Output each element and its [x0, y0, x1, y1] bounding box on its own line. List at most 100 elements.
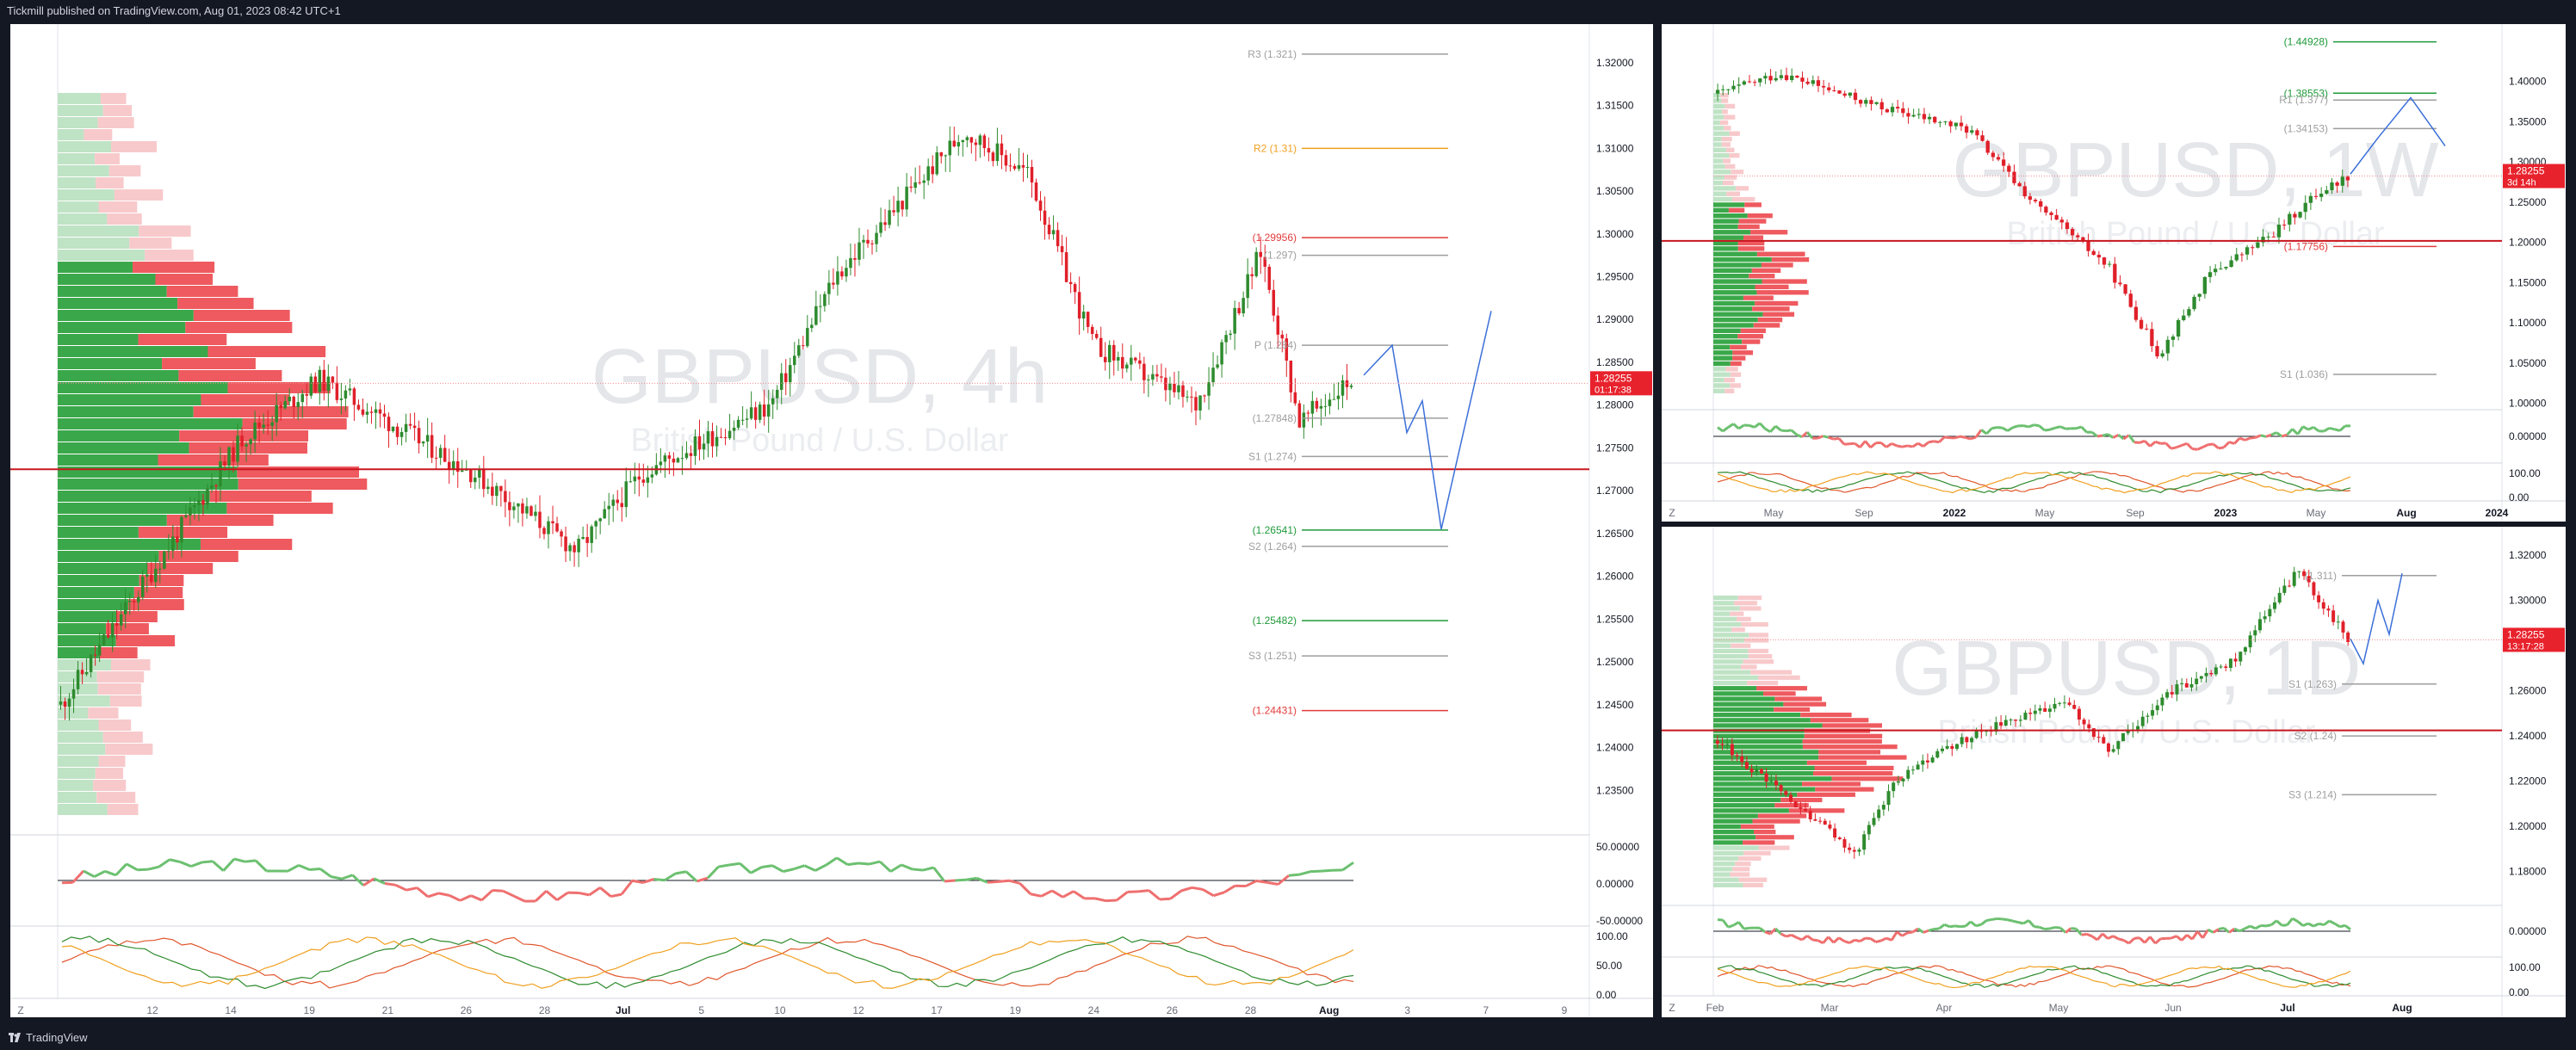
oscillator-line-segment: [2144, 936, 2152, 944]
oscillator-line-segment: [1902, 444, 1908, 448]
volume-profile-down-bar: [115, 635, 176, 646]
oscillator-line-segment: [2181, 442, 2188, 447]
volume-profile-down-bar: [1755, 284, 1789, 290]
oscillator-line-segment: [1780, 932, 1787, 938]
volume-profile-up-bar: [58, 647, 99, 658]
volume-profile-up-bar: [1713, 830, 1754, 835]
candle-body: [1173, 383, 1176, 392]
oscillator-line-segment: [2065, 927, 2072, 934]
candle-body: [63, 701, 67, 707]
candle-body: [2184, 682, 2189, 688]
oscillator-line-segment: [1965, 435, 1972, 441]
oscillator-line-segment: [2307, 425, 2314, 431]
candle-body: [1216, 364, 1219, 368]
candle-body: [2023, 713, 2028, 720]
volume-profile-down-bar: [138, 334, 227, 345]
price-tick-label: 1.32000: [2509, 549, 2547, 561]
volume-profile-down-bar: [1804, 733, 1883, 738]
candle-body: [1051, 230, 1056, 235]
candle-body: [158, 568, 162, 570]
volume-profile-up-bar: [1713, 147, 1726, 152]
candle-body: [1328, 399, 1332, 406]
time-tick-label: May: [2049, 1002, 2069, 1014]
candle-body: [2096, 255, 2102, 258]
oscillator-line-segment: [245, 859, 257, 863]
volume-profile-down-bar: [1802, 744, 1898, 750]
candle-body: [1935, 750, 1940, 758]
chart-4h-panel[interactable]: GBPUSD, 4h British Pound / U.S. Dollar R3 …: [10, 24, 1653, 1017]
symbol-watermark: GBPUSD, 4h: [591, 334, 1048, 420]
volume-profile-down-bar: [98, 756, 126, 767]
oscillator-line-segment: [1974, 429, 1983, 438]
candle-body: [2096, 737, 2101, 738]
candle-body: [1832, 90, 1836, 91]
chart-1w-panel[interactable]: GBPUSD, 1W British Pound / U.S. Dollar (1.…: [1662, 24, 2566, 522]
candle-body: [2341, 621, 2345, 633]
price-tick-label: 1.18000: [2509, 866, 2547, 878]
time-tick-label: 19: [304, 1004, 316, 1016]
candle-body: [1821, 85, 1826, 88]
candle-body: [219, 461, 222, 487]
volume-profile-down-bar: [105, 744, 153, 755]
oscillator-line-segment: [2255, 924, 2262, 930]
volume-profile-down-bar: [1748, 648, 1769, 653]
oscillator-line-segment: [1875, 939, 1882, 943]
candle-body: [1945, 745, 1949, 749]
volume-profile-up-bar: [1713, 781, 1802, 787]
candle-body: [762, 405, 766, 417]
volume-profile-down-bar: [1730, 344, 1747, 350]
candle-body: [1896, 107, 1900, 108]
volume-profile-down-bar: [166, 515, 274, 526]
oscillator-line-segment: [2323, 919, 2331, 926]
candle-body: [2038, 707, 2042, 711]
candle-body: [512, 506, 516, 510]
oscillator-line-segment: [2201, 443, 2209, 448]
volume-profile-down-bar: [1753, 323, 1780, 328]
volume-profile-up-bar: [1713, 164, 1725, 170]
oscillator-line-segment: [2208, 442, 2214, 447]
chart-1d-panel[interactable]: GBPUSD, 1D British Pound / U.S. Dollar (1.…: [1662, 527, 2566, 1017]
candle-body: [637, 476, 641, 480]
candle-body: [719, 436, 723, 438]
volume-profile-down-bar: [97, 117, 134, 128]
candle-body: [399, 431, 404, 437]
candle-body: [1842, 93, 1847, 96]
volume-profile-up-bar: [58, 322, 186, 333]
candle-body: [814, 306, 818, 325]
oscillator-line-segment: [2091, 935, 2098, 942]
candle-body: [1886, 791, 1891, 806]
volume-profile-up-bar: [58, 768, 96, 779]
volume-profile-up-bar: [1713, 733, 1805, 738]
candle-body: [2175, 684, 2179, 695]
oscillator-line-segment: [480, 889, 494, 902]
candle-body: [1795, 75, 1799, 78]
volume-profile-up-bar: [1713, 262, 1762, 268]
oscillator-line-segment: [2002, 917, 2009, 922]
volume-profile-up-bar: [1713, 213, 1748, 219]
volume-profile-up-bar: [58, 430, 180, 442]
candle-body: [2123, 284, 2127, 294]
volume-profile-up-bar: [1713, 606, 1740, 611]
oscillator-line-segment: [750, 866, 763, 874]
stochastic-tick-label: 0.00: [2509, 986, 2530, 998]
candle-body: [1872, 818, 1876, 825]
oscillator-line-segment: [1030, 892, 1042, 898]
candle-body: [2288, 585, 2292, 587]
volume-profile-down-bar: [84, 129, 113, 140]
candle-body: [624, 481, 629, 508]
candle-body: [2302, 571, 2307, 577]
price-level-label: R2 (1.31): [1254, 142, 1297, 154]
price-tick-label: 1.24000: [2509, 730, 2547, 742]
oscillator-line-segment: [83, 869, 96, 878]
oscillator-line-segment: [2302, 922, 2309, 927]
oscillator-line-segment: [728, 862, 740, 867]
volume-profile-up-bar: [1713, 835, 1756, 840]
volume-profile-up-bar: [1713, 268, 1752, 273]
volume-profile-down-bar: [1722, 109, 1728, 114]
candle-body: [223, 461, 226, 466]
candle-body: [1774, 781, 1778, 786]
volume-profile-up-bar: [1713, 219, 1739, 224]
